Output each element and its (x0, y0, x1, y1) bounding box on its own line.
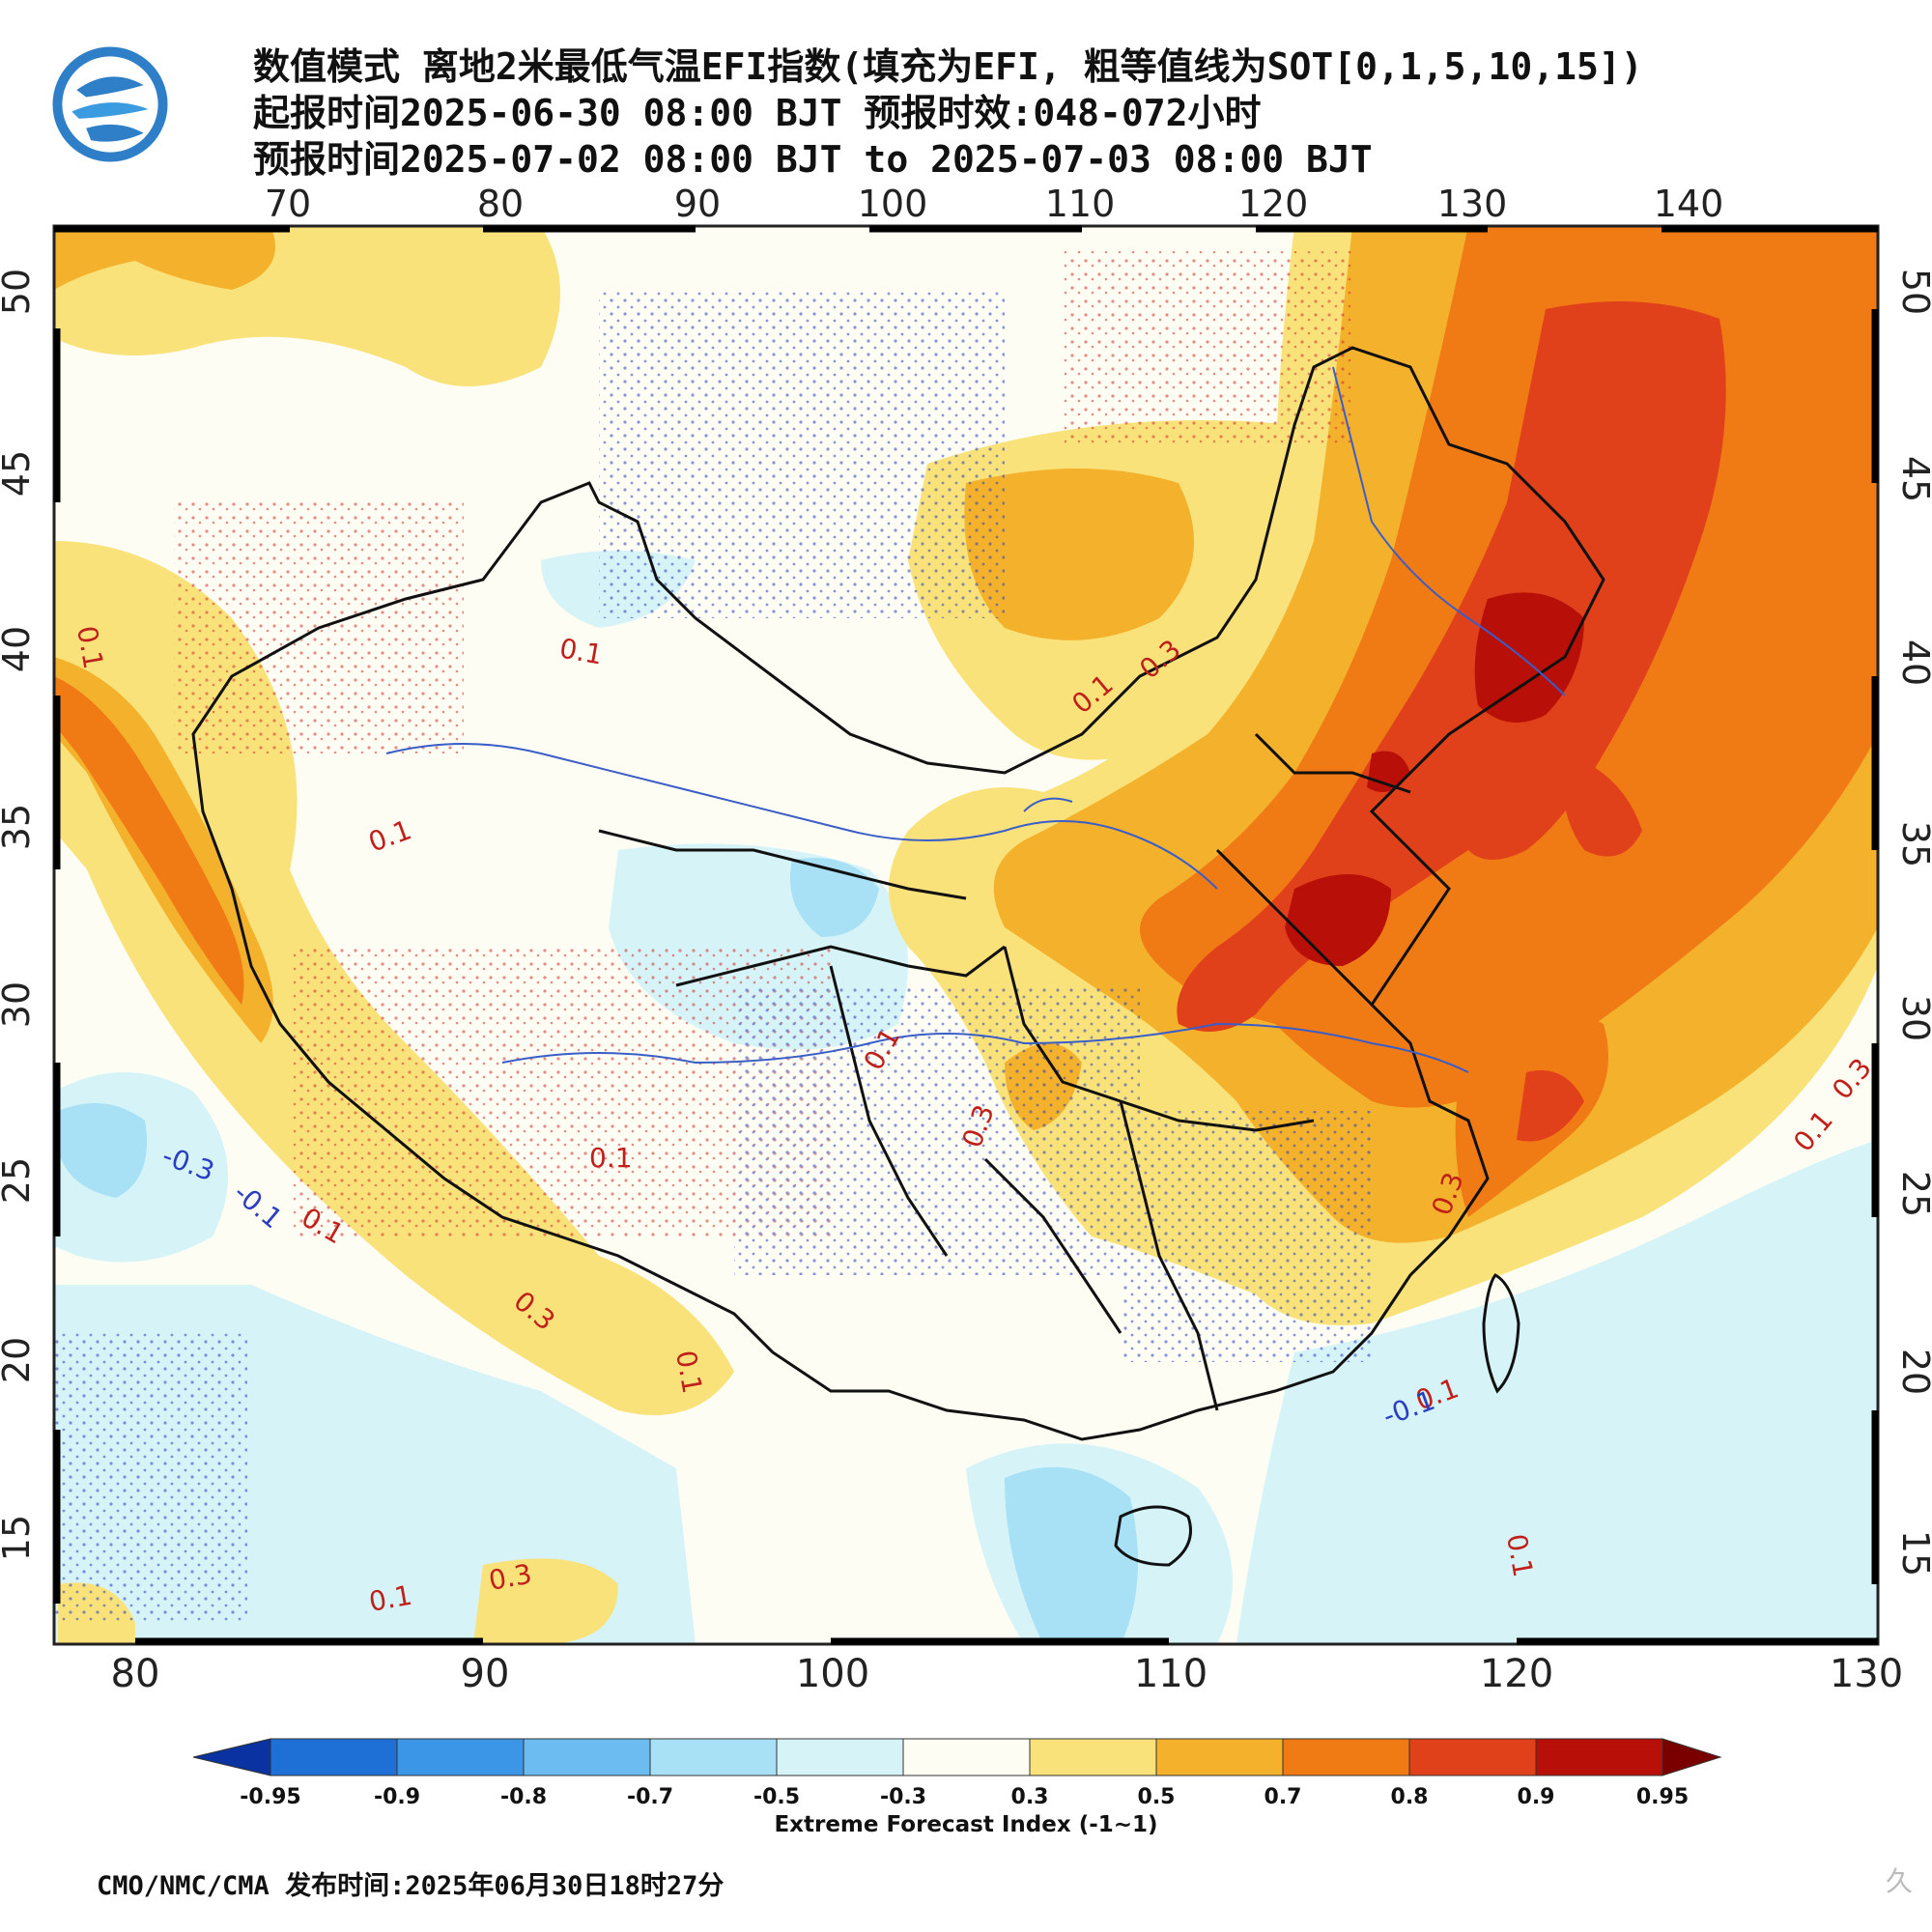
lon-tick-top: 90 (674, 183, 721, 225)
lat-tick-left: 25 (0, 1157, 38, 1204)
lon-tick-top: 110 (1045, 183, 1116, 225)
contour-label: 0.1 (1500, 1531, 1539, 1579)
colorbar-tick-label: 0.9 (1517, 1785, 1555, 1809)
contour-label: 0.1 (71, 623, 109, 671)
efi-0.8-areas (1177, 301, 1726, 1142)
watermark: 久 (1885, 1865, 1913, 1897)
lon-tick-top: 130 (1437, 183, 1508, 225)
frame-ticks (53, 225, 1879, 1645)
lon-tick-bottom: 130 (1830, 1652, 1903, 1696)
lat-tick-left: 30 (0, 981, 38, 1028)
top-lon-labels: 70 80 90 100 110 120 130 140 (265, 183, 1723, 225)
colorbar-segment (902, 1738, 1031, 1776)
contour-label: 0.1 (557, 632, 606, 670)
colorbar-segment (270, 1738, 398, 1776)
colorbar-segment (1282, 1738, 1410, 1776)
lat-tick-left: 15 (0, 1515, 38, 1561)
lon-tick-bottom: 120 (1480, 1652, 1553, 1696)
lon-tick-top: 120 (1238, 183, 1309, 225)
dotted-contours (54, 251, 1372, 1623)
colorbar-segment (1029, 1738, 1157, 1776)
lat-tick-left: 45 (0, 450, 38, 497)
lon-tick-top: 70 (265, 183, 311, 225)
colorbar-segment (1155, 1738, 1284, 1776)
colorbar-segment (523, 1738, 651, 1776)
colorbar-tick-label: -0.8 (499, 1785, 548, 1809)
lat-tick-right: 25 (1894, 1171, 1932, 1217)
hainan-island (1114, 1505, 1192, 1567)
colorbar-tick-label: -0.3 (879, 1785, 927, 1809)
lon-tick-bottom: 110 (1134, 1652, 1208, 1696)
efi-0.9-areas (1285, 592, 1584, 966)
contour-label: 0.1 (669, 1348, 708, 1396)
colorbar-tick-label: -0.5 (753, 1785, 801, 1809)
lat-tick-right: 35 (1894, 821, 1932, 867)
title-line-3: 预报时间2025-07-02 08:00 BJT to 2025-07-03 0… (253, 138, 1373, 181)
colorbar-segment (649, 1738, 778, 1776)
colorbar-tick-label: -0.95 (240, 1785, 301, 1809)
lat-tick-right: 20 (1894, 1349, 1932, 1395)
lat-tick-left: 20 (0, 1337, 38, 1383)
contour-label: 0.1 (366, 1579, 414, 1618)
colorbar-tick-label: 0.8 (1390, 1785, 1429, 1809)
deeper-blue-patches (58, 858, 1138, 1644)
contour-label: 0.3 (486, 1558, 534, 1597)
lat-tick-left: 50 (0, 269, 38, 315)
lat-tick-right: 50 (1894, 269, 1932, 315)
lon-tick-bottom: 90 (461, 1652, 510, 1696)
colorbar-segment (396, 1738, 525, 1776)
lat-tick-right: 45 (1894, 456, 1932, 502)
cma-logo (52, 46, 168, 162)
taiwan-island (1482, 1273, 1520, 1394)
left-lat-labels: 50 45 40 35 30 25 20 15 (0, 269, 38, 1561)
colorbar-segment (1408, 1738, 1537, 1776)
lon-tick-top: 140 (1654, 183, 1724, 225)
colorbar-tick-label: 0.5 (1137, 1785, 1176, 1809)
bottom-lon-labels: 80 90 100 110 120 130 (111, 1652, 1904, 1696)
colorbar-tick-label: 0.95 (1635, 1785, 1690, 1809)
colorbar-segment (776, 1738, 904, 1776)
lat-tick-left: 35 (0, 804, 38, 850)
lon-tick-bottom: 100 (796, 1652, 869, 1696)
colorbar-title: Extreme Forecast Index (-1~1) (774, 1812, 1158, 1837)
colorbar-tick-label: 0.7 (1264, 1785, 1302, 1809)
right-lat-labels: 50 45 40 35 30 25 20 15 (1894, 269, 1932, 1577)
colorbar-tick-label: -0.7 (626, 1785, 674, 1809)
colorbar-arrow-left (192, 1738, 271, 1776)
footer-issue-time: CMO/NMC/CMA 发布时间:2025年06月30日18时27分 (97, 1871, 724, 1901)
colorbar-tick-label: 0.3 (1010, 1785, 1049, 1809)
lat-tick-right: 15 (1894, 1530, 1932, 1577)
political-borders (191, 346, 1605, 1441)
rivers (385, 366, 1566, 1073)
title-line-1: 数值模式 离地2米最低气温EFI指数(填充为EFI, 粗等值线为SOT[0,1,… (253, 45, 1643, 88)
lon-tick-bottom: 80 (111, 1652, 160, 1696)
title-line-2: 起报时间2025-06-30 08:00 BJT 预报时效:048-072小时 (253, 92, 1262, 134)
colorbar (192, 1738, 1722, 1776)
lon-tick-top: 100 (858, 183, 928, 225)
contour-label: 0.1 (589, 1142, 633, 1174)
colorbar-arrow-right (1662, 1738, 1722, 1776)
lat-tick-left: 40 (0, 626, 38, 672)
lat-tick-right: 30 (1894, 995, 1932, 1041)
lat-tick-right: 40 (1894, 639, 1932, 686)
lon-tick-top: 80 (477, 183, 524, 225)
colorbar-tick-label: -0.9 (373, 1785, 421, 1809)
colorbar-segment (1535, 1738, 1663, 1776)
